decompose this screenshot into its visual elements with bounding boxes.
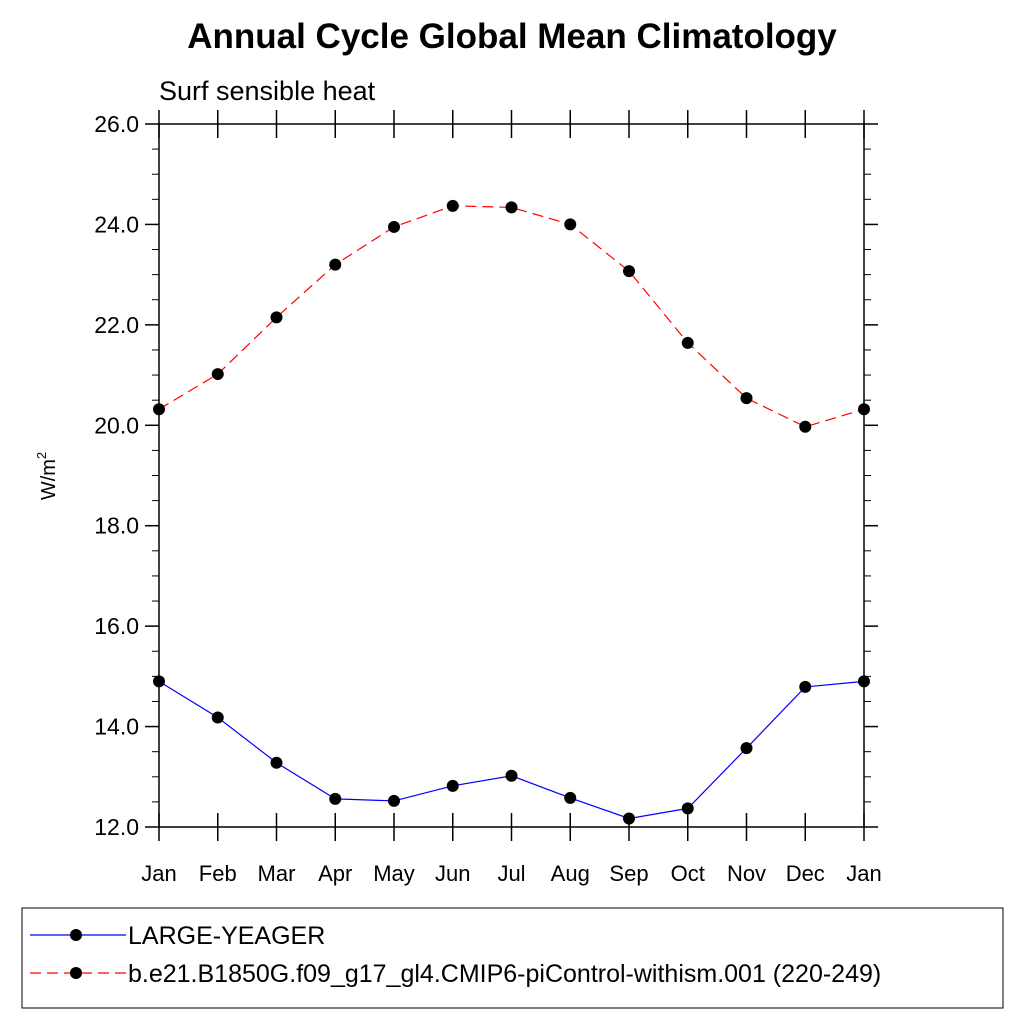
y-axis-label-unit: W/m: [38, 459, 60, 500]
series-1-point: [799, 680, 812, 693]
series-2-point: [681, 336, 694, 349]
x-tick-label: Mar: [258, 861, 296, 886]
series-1-point: [623, 812, 635, 825]
series-1-point: [740, 742, 753, 755]
x-tick-label: Apr: [318, 861, 352, 886]
x-axis: Jan Feb Mar Apr May Jun Jul Aug Sep Oct Nov Dec Jan: [141, 110, 882, 886]
series-1-point: [153, 675, 165, 688]
series-2-point: [799, 420, 812, 433]
x-tick-label: May: [373, 861, 415, 886]
x-tick-label: Jan: [846, 861, 881, 886]
x-tick-label: Jul: [497, 861, 525, 886]
series-line-1: [158, 680, 865, 820]
x-tick-label: Sep: [609, 861, 648, 886]
series-2-point: [446, 199, 459, 212]
series-2-point: [329, 258, 342, 271]
series-1-point: [211, 711, 224, 724]
y-tick-label: 14.0: [94, 714, 139, 740]
series-2-point: [623, 265, 635, 278]
series-1-point: [505, 769, 518, 782]
x-tick-label: Feb: [199, 861, 237, 886]
plot-frame: [158, 123, 865, 828]
y-tick-label: 22.0: [94, 312, 139, 338]
y-tick-label: 26.0: [94, 111, 139, 137]
x-tick-label: Oct: [671, 861, 705, 886]
x-tick-label: Jun: [435, 861, 470, 886]
series-2-point: [211, 368, 224, 381]
series-1-point: [446, 779, 459, 792]
x-tick-label: Jan: [141, 861, 176, 886]
series-2-point: [270, 311, 283, 324]
legend-marker-2: [70, 967, 82, 979]
series-2-point: [505, 201, 518, 214]
series-1-point: [858, 675, 870, 688]
y-axis-label: W/m2: [34, 452, 60, 500]
series-2-point: [153, 403, 165, 416]
series-2-point: [388, 220, 400, 233]
chart-subtitle: Surf sensible heat: [159, 76, 376, 106]
chart-title: Annual Cycle Global Mean Climatology: [187, 17, 837, 56]
series-2-point: [858, 403, 870, 416]
series-1-point: [564, 791, 577, 804]
legend-label-1: LARGE-YEAGER: [128, 922, 325, 950]
x-tick-label: Dec: [786, 861, 825, 886]
y-axis: 12.0 14.0 16.0 18.0 20.0 22.0 24.0 26.0: [94, 111, 878, 840]
legend: LARGE-YEAGER b.e21.B1850G.f09_g17_gl4.CMI…: [21, 907, 1004, 1009]
series-1-point: [388, 794, 400, 807]
legend-marker-1: [70, 929, 82, 941]
series-1-point: [329, 792, 342, 805]
legend-label-2: b.e21.B1850G.f09_g17_gl4.CMIP6-piControl…: [128, 960, 881, 988]
y-tick-label: 20.0: [94, 412, 139, 438]
y-tick-label: 18.0: [94, 513, 139, 539]
series-2-point: [740, 392, 753, 405]
x-tick-label: Nov: [727, 861, 766, 886]
x-tick-label: Aug: [551, 861, 590, 886]
svg-text:W/m2: W/m2: [34, 452, 60, 500]
series-layer: [153, 199, 870, 825]
legend-box: [21, 907, 1004, 1009]
y-axis-label-superscript: 2: [34, 452, 49, 459]
series-1-point: [681, 802, 694, 815]
y-tick-label: 24.0: [94, 211, 139, 237]
series-line-2: [158, 205, 865, 428]
y-tick-label: 12.0: [94, 814, 139, 840]
series-2-point: [564, 218, 577, 231]
series-1-point: [270, 756, 283, 769]
y-tick-label: 16.0: [94, 613, 139, 639]
